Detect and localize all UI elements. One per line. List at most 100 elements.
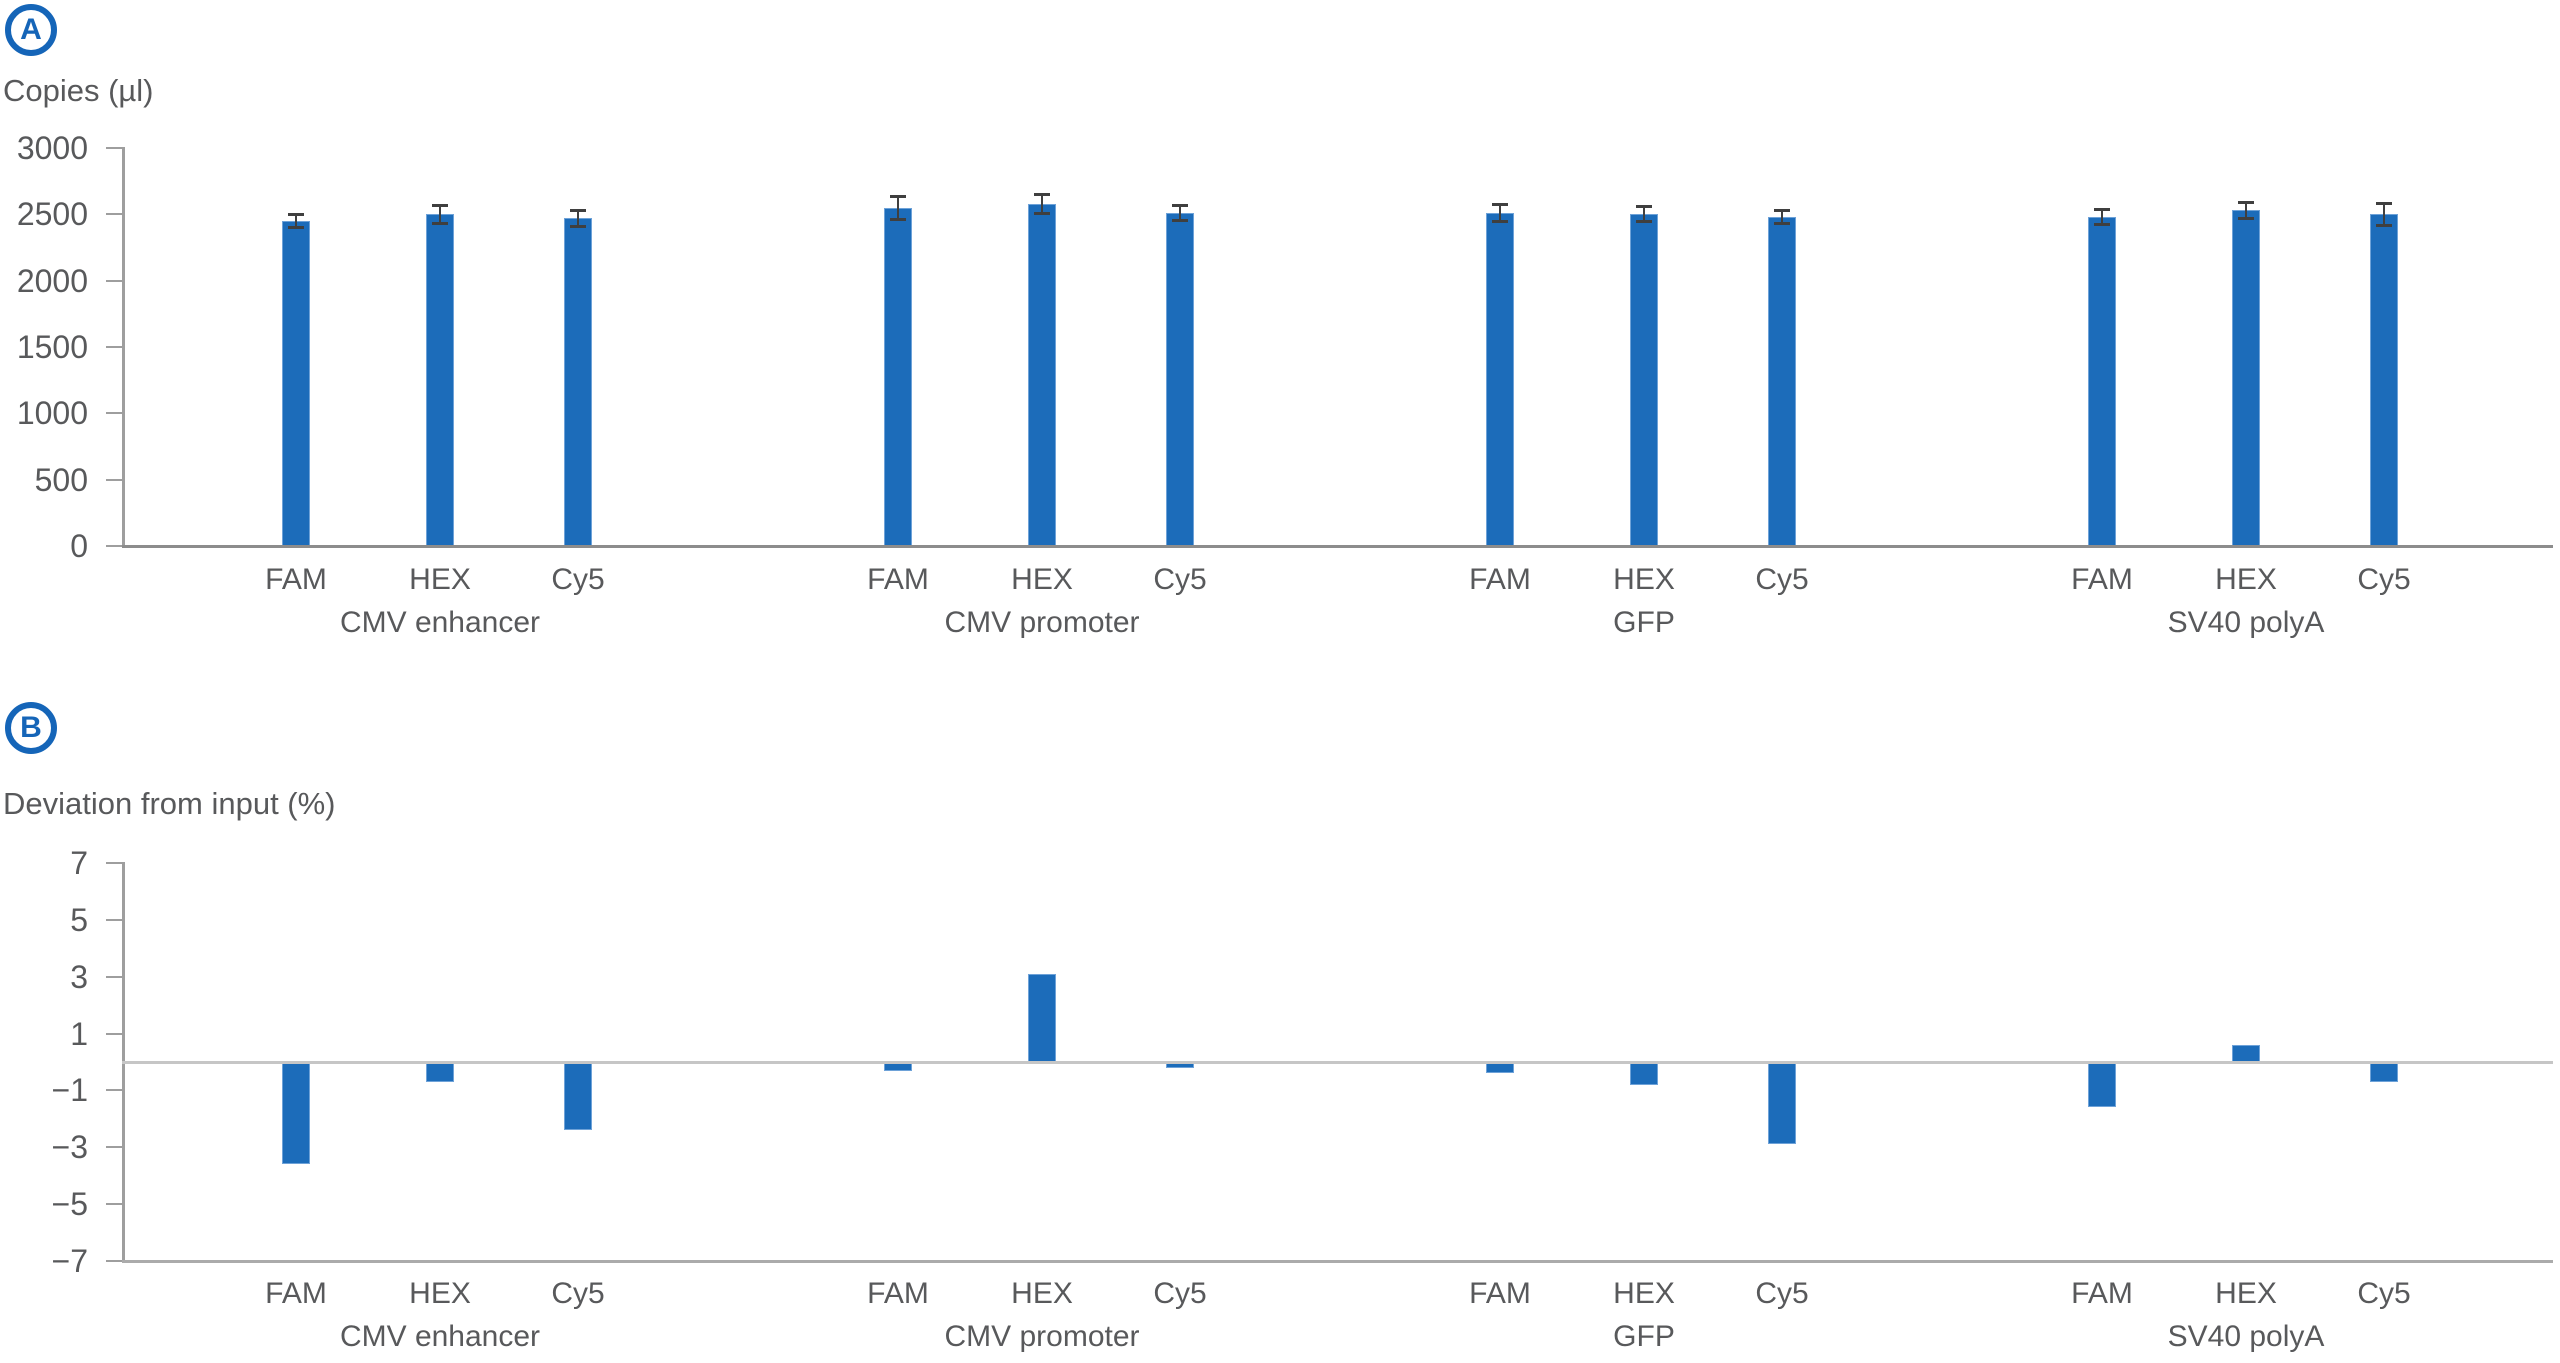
error-bar-cap-top	[570, 208, 586, 212]
bar-cy5-group3	[1768, 1062, 1796, 1145]
y-axis-tick	[106, 1032, 122, 1035]
x-group-label: CMV enhancer	[339, 606, 541, 639]
error-bar-cap-bottom	[432, 221, 448, 225]
error-bar-cap-top	[1034, 192, 1050, 196]
bar-hex-group2	[1028, 973, 1056, 1062]
x-category-label: FAM	[265, 1277, 327, 1310]
y-axis-tick	[106, 279, 122, 282]
error-bar-line	[1781, 209, 1783, 225]
bar-hex-group1	[426, 1062, 454, 1082]
x-category-label: FAM	[867, 1277, 929, 1310]
x-group-label: CMV promoter	[944, 606, 1140, 639]
x-category-label: Cy5	[1153, 1277, 1207, 1310]
error-bar-cap-top	[1172, 204, 1188, 208]
bar-fam-group1	[282, 1062, 310, 1165]
error-bar-cap-bottom	[1034, 211, 1050, 215]
y-axis-tick	[106, 1203, 122, 1206]
error-bar-line	[295, 213, 297, 229]
error-bar-cap-bottom	[2238, 216, 2254, 220]
bar-hex-group4	[2232, 210, 2260, 546]
y-axis-tick	[106, 213, 122, 216]
x-group-label: GFP	[1613, 1320, 1675, 1353]
panel-b-y-axis-title: Deviation from input (%)	[3, 786, 336, 821]
y-tick-label: 1	[70, 1015, 88, 1052]
x-axis-bottom-line	[122, 1260, 2553, 1263]
x-group-label: CMV promoter	[944, 1320, 1140, 1353]
error-bar-cap-top	[1636, 205, 1652, 209]
error-bar-line	[1179, 205, 1181, 221]
error-bar-line	[577, 209, 579, 227]
y-tick-label: 3000	[16, 130, 88, 166]
y-axis-tick	[106, 346, 122, 348]
x-group-label: CMV enhancer	[339, 1320, 541, 1353]
bar-cy5-group2	[1166, 213, 1194, 546]
bar-cy5-group4	[2370, 214, 2398, 546]
x-group-label: SV40 polyA	[2167, 1320, 2325, 1353]
error-bar-cap-bottom	[1492, 219, 1508, 223]
error-bar-line	[2101, 209, 2103, 225]
x-category-label: Cy5	[551, 1277, 605, 1310]
error-bar-cap-top	[890, 194, 906, 198]
bar-hex-group1	[426, 214, 454, 546]
y-axis-tick	[106, 147, 122, 149]
y-tick-label: 7	[70, 845, 88, 881]
bar-cy5-group4	[2370, 1062, 2398, 1082]
panel-b-badge-label: B	[20, 711, 42, 744]
y-tick-label: 0	[70, 528, 88, 564]
y-tick-label: −5	[51, 1186, 88, 1223]
x-category-label: HEX	[2215, 1277, 2277, 1310]
error-bar-line	[897, 195, 899, 220]
x-category-label: FAM	[2071, 1277, 2133, 1310]
x-category-label: Cy5	[1153, 563, 1207, 596]
error-bar-cap-top	[432, 204, 448, 208]
y-axis-tick	[106, 478, 122, 481]
bar-cy5-group1	[564, 218, 592, 546]
error-bar-line	[1499, 204, 1501, 222]
x-category-label: Cy5	[551, 563, 605, 596]
error-bar-cap-bottom	[1636, 220, 1652, 224]
y-axis-tick	[106, 862, 122, 864]
bar-fam-group1	[282, 220, 310, 546]
x-category-label: Cy5	[2357, 1277, 2411, 1310]
bar-fam-group2	[884, 207, 912, 546]
x-category-label: Cy5	[1755, 563, 1809, 596]
y-tick-label: −7	[51, 1243, 88, 1279]
error-bar-cap-top	[2376, 202, 2392, 206]
x-category-label: FAM	[867, 563, 929, 596]
error-bar-line	[2383, 203, 2385, 226]
x-category-label: FAM	[265, 563, 327, 596]
y-tick-label: 2000	[16, 262, 88, 299]
y-tick-label: −3	[51, 1129, 88, 1166]
y-axis-line	[122, 147, 125, 547]
y-axis-tick	[106, 412, 122, 415]
panel-b-badge-icon: B	[5, 702, 57, 754]
x-group-label: GFP	[1613, 606, 1675, 639]
x-category-label: Cy5	[1755, 1277, 1809, 1310]
bar-fam-group4	[2088, 1062, 2116, 1108]
error-bar-cap-bottom	[288, 226, 304, 230]
panel-a-y-axis-title: Copies (µl)	[3, 73, 154, 108]
error-bar-cap-top	[288, 212, 304, 216]
x-category-label: HEX	[409, 563, 471, 596]
x-category-label: HEX	[409, 1277, 471, 1310]
x-category-label: FAM	[2071, 563, 2133, 596]
y-tick-label: 1000	[16, 395, 88, 432]
bar-cy5-group1	[564, 1062, 592, 1131]
y-tick-label: 1500	[16, 329, 88, 365]
y-axis-tick	[106, 545, 122, 547]
x-category-label: Cy5	[2357, 563, 2411, 596]
error-bar-cap-bottom	[890, 217, 906, 221]
error-bar-cap-bottom	[2376, 223, 2392, 227]
bar-fam-group3	[1486, 213, 1514, 546]
error-bar-cap-top	[1492, 203, 1508, 207]
x-category-label: HEX	[1613, 563, 1675, 596]
panel-a-badge-label: A	[20, 13, 42, 46]
y-tick-label: 5	[70, 901, 88, 938]
zero-line	[122, 1061, 2553, 1064]
bar-hex-group3	[1630, 1062, 1658, 1085]
error-bar-line	[439, 205, 441, 224]
x-category-label: HEX	[2215, 563, 2277, 596]
